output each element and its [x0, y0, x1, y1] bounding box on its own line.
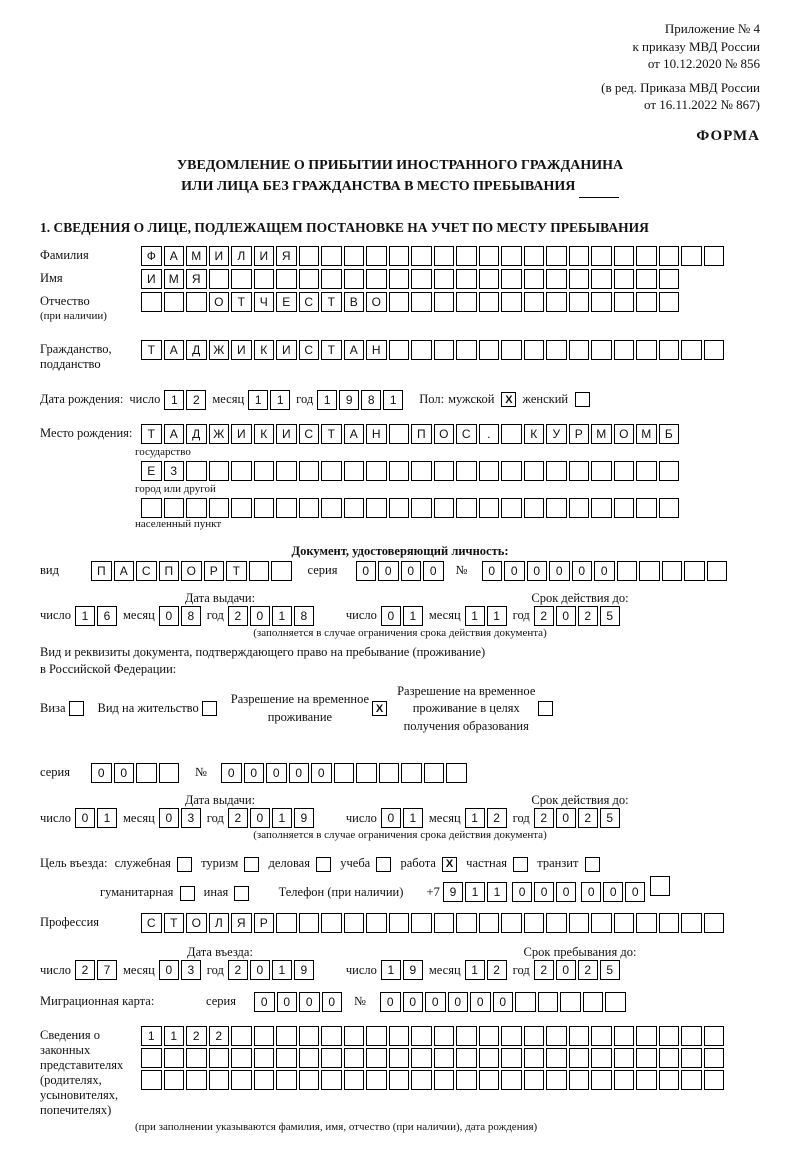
- birthplace-boxes1[interactable]: Т А Д Ж И К И С Т А Н П О С . К У Р М О …: [141, 424, 681, 444]
- birthplace-label2: [40, 461, 135, 463]
- expiry-date-caption: Срок действия до:: [400, 591, 760, 606]
- name-label: Имя: [40, 269, 135, 286]
- representatives-boxes-row2[interactable]: [141, 1048, 726, 1068]
- birthplace-row1[interactable]: Место рождения: Т А Д Ж И К И С Т А Н П …: [40, 424, 760, 444]
- patronymic-boxes[interactable]: О Т Ч Е С Т В О: [141, 292, 681, 312]
- citizenship-label: Гражданство, подданство: [40, 340, 135, 372]
- birthplace-boxes2[interactable]: Е 3: [141, 461, 681, 481]
- stay-period-caption: Срок пребывания до:: [400, 945, 760, 960]
- name-row[interactable]: Имя И М Я: [40, 269, 760, 289]
- visa-checkbox[interactable]: [69, 701, 84, 716]
- stay-right-number-label: №: [195, 763, 215, 780]
- profession-label: Профессия: [40, 913, 135, 930]
- temp-residence-edu-checkbox[interactable]: [538, 701, 553, 716]
- migration-card-label: Миграционная карта:: [40, 992, 190, 1009]
- patronymic-label: Отчество (при наличии): [40, 292, 135, 322]
- birthplace-label3: [40, 498, 135, 500]
- patronymic-row[interactable]: Отчество (при наличии) О Т Ч Е С Т В О: [40, 292, 760, 322]
- stay-right-options-row[interactable]: Виза Вид на жительство Разрешение на вре…: [40, 683, 760, 736]
- birthplace-label: Место рождения:: [40, 424, 135, 441]
- place-of-stay-blank[interactable]: [579, 176, 619, 198]
- stay-right-series-label: серия: [40, 763, 85, 780]
- purpose-block[interactable]: Цель въезда: служебная туризм деловая уч…: [40, 851, 760, 905]
- migration-card-series-label: серия: [206, 992, 248, 1009]
- purpose-business-checkbox[interactable]: [316, 857, 331, 872]
- stay-right-expiry-caption: Срок действия до:: [400, 793, 760, 808]
- migration-card-number-label: №: [354, 992, 374, 1009]
- representatives-label1: Сведения о законных представителях (роди…: [40, 1026, 135, 1118]
- surname-boxes[interactable]: Ф А М И Л И Я: [141, 246, 726, 266]
- gender-block[interactable]: Пол: мужской X женский: [419, 392, 596, 407]
- document-type-label: вид: [40, 561, 85, 578]
- birthplace-sub3: населенный пункт: [135, 517, 760, 530]
- temp-residence-checkbox[interactable]: X: [372, 701, 387, 716]
- birthplace-sub2: город или другой: [135, 482, 760, 495]
- purpose-service-checkbox[interactable]: [177, 857, 192, 872]
- birthplace-row3[interactable]: [40, 498, 760, 518]
- purpose-transit-checkbox[interactable]: [585, 857, 600, 872]
- representatives-note: (при заполнении указываются фамилия, имя…: [135, 1121, 760, 1133]
- name-boxes[interactable]: И М Я: [141, 269, 681, 289]
- purpose-humanitarian-checkbox[interactable]: [180, 886, 195, 901]
- citizenship-boxes[interactable]: Т А Д Ж И К И С Т А Н: [141, 340, 726, 360]
- birthplace-sub1: государство: [135, 445, 760, 458]
- purpose-private-checkbox[interactable]: [513, 857, 528, 872]
- representatives-row1[interactable]: Сведения о законных представителях (роди…: [40, 1026, 760, 1118]
- birthplace-boxes3[interactable]: [141, 498, 681, 518]
- surname-label: Фамилия: [40, 246, 135, 263]
- issue-date-caption: Дата выдачи:: [40, 591, 400, 606]
- forma-label: ФОРМА: [40, 128, 760, 145]
- stay-right-intro1: Вид и реквизиты документа, подтверждающе…: [40, 645, 760, 660]
- profession-row[interactable]: Профессия С Т О Л Я Р: [40, 913, 760, 933]
- stay-right-issue-caption: Дата выдачи:: [40, 793, 400, 808]
- purpose-tourism-checkbox[interactable]: [244, 857, 259, 872]
- document-type-boxes[interactable]: П А С П О Р Т: [91, 561, 294, 581]
- birthplace-row2[interactable]: Е 3: [40, 461, 760, 481]
- citizenship-row[interactable]: Гражданство, подданство Т А Д Ж И К И С …: [40, 340, 760, 372]
- stay-right-expiry-note: (заполняется в случае ограничения срока …: [40, 829, 760, 841]
- purpose-work-checkbox[interactable]: X: [442, 857, 457, 872]
- form-title: УВЕДОМЛЕНИЕ О ПРИБЫТИИ ИНОСТРАННОГО ГРАЖ…: [40, 155, 760, 198]
- surname-row[interactable]: Фамилия Ф А М И Л И Я: [40, 246, 760, 266]
- purpose-other-checkbox[interactable]: [234, 886, 249, 901]
- entry-date-caption: Дата въезда:: [40, 945, 400, 960]
- residence-permit-checkbox[interactable]: [202, 701, 217, 716]
- purpose-study-checkbox[interactable]: [376, 857, 391, 872]
- section1-title: 1. СВЕДЕНИЯ О ЛИЦЕ, ПОДЛЕЖАЩЕМ ПОСТАНОВК…: [40, 220, 760, 236]
- document-header: Приложение № 4 к приказу МВД России от 1…: [440, 20, 760, 114]
- series-label: серия: [308, 561, 350, 578]
- document-section-title: Документ, удостоверяющий личность:: [40, 544, 760, 559]
- male-checkbox[interactable]: X: [501, 392, 516, 407]
- profession-boxes[interactable]: С Т О Л Я Р: [141, 913, 726, 933]
- document-expiry-note: (заполняется в случае ограничения срока …: [40, 627, 760, 639]
- female-checkbox[interactable]: [575, 392, 590, 407]
- form-page: Приложение № 4 к приказу МВД России от 1…: [0, 0, 800, 1169]
- number-label: №: [456, 561, 476, 578]
- stay-right-intro2: в Российской Федерации:: [40, 662, 760, 677]
- representatives-boxes-row3[interactable]: [141, 1070, 726, 1090]
